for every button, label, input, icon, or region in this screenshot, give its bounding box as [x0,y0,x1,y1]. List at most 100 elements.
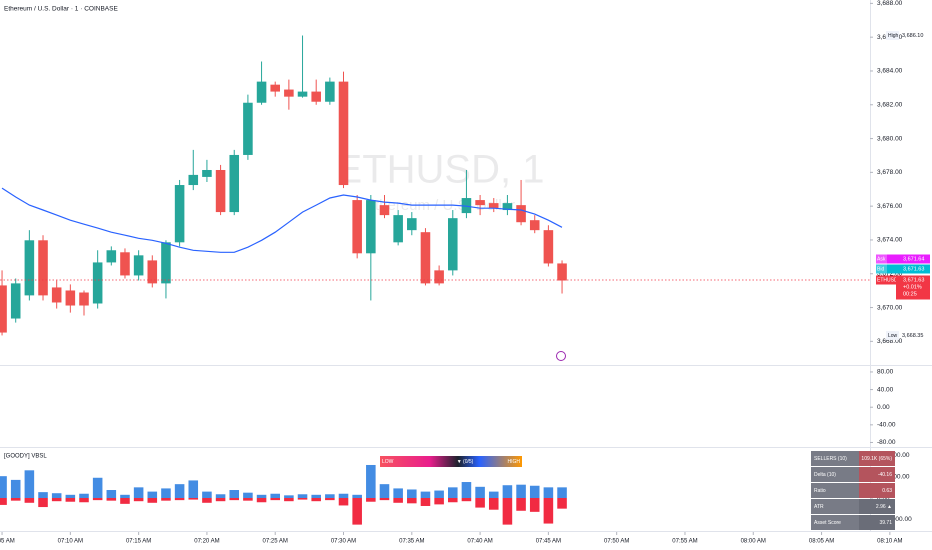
gauge-low: LOW [382,459,394,465]
volume-bar [120,497,130,504]
volume-bar [338,497,349,506]
volume-bar [256,494,267,498]
x-tick-label: 08:10 AM [877,539,902,545]
quote-name: Ask [877,256,886,262]
volume-bar [51,493,62,498]
candle-body [24,240,35,296]
x-tick-label: 07:45 AM [536,539,561,545]
marker-bg [886,30,899,40]
volume-bar [51,497,62,502]
volume-bar [174,497,185,501]
candle-body [51,287,62,303]
gauge-state: ▼ (0/5) [457,459,474,465]
quote-name: Bid [877,266,884,272]
volume-bar [393,488,403,498]
marker-name: Low [888,333,898,339]
volume-bar [461,497,472,502]
volume-bar [256,497,267,503]
candle-body [38,240,48,296]
table-cell [859,515,895,530]
candle-body [229,154,240,213]
candle-body [325,81,335,102]
y-tick-label: 3,668.00 [877,338,903,345]
x-tick-label: 07:05 AM [0,539,15,545]
volume-bar [475,486,485,498]
volume-bar [270,493,280,498]
volume-bar [0,476,7,498]
volume-bar [557,497,567,509]
volume-bar [529,485,540,498]
candle-body [256,81,267,103]
y-tick-label: 3,680.00 [877,135,903,142]
candle-body [161,242,171,284]
candle-body [106,250,117,263]
candle-body [448,218,458,271]
quote-name-bg [876,254,887,264]
volume-bar [10,479,21,498]
candle-body [243,102,253,155]
table-text: 39.71 [879,520,892,526]
table-text: -40.16 [878,472,892,478]
table-text: 109.1K (65%) [861,456,892,462]
last-price-change: +0.01% [903,284,922,290]
volume-bar [270,497,280,501]
volume-bar [92,477,103,498]
x-tick-label: 07:40 AM [467,539,492,545]
volume-bar [297,497,308,500]
volume-bar [352,494,362,498]
volume-bar [366,497,376,502]
x-tick-label: 07:35 AM [399,539,424,545]
volume-bar [407,489,417,498]
quote-value: 3,671.63 [903,266,924,272]
volume-bar [502,497,513,525]
volume-bar [10,497,21,501]
y-tick-label: 3,678.00 [877,169,903,176]
replay-icon[interactable] [556,351,566,361]
volume-bar [229,497,240,501]
volume-bar [133,497,144,502]
volume-bar [488,497,499,510]
y-tick-label: 3,672.00 [877,270,903,277]
candle-body [366,200,376,254]
quote-name-bg [876,264,887,274]
volume-bar [420,497,431,506]
candle-body [338,81,349,186]
volume-bar [502,485,513,498]
table-cell [811,499,859,514]
volume-bar [106,497,117,501]
volume-bar [133,487,144,498]
table-text: SELLERS (10) [814,456,847,462]
volume-bar [243,492,253,498]
volume-bar [379,497,390,501]
y-tick-label: 3,684.00 [877,68,903,75]
candle-body [488,203,499,209]
volume-bar [24,470,35,498]
x-tick-label: 08:05 AM [809,539,834,545]
candle-body [311,91,321,102]
x-tick-label: 07:15 AM [126,539,151,545]
volume-bar [243,497,253,501]
table-text: ATR [814,504,824,510]
volume-bar [284,497,294,502]
y-tick-label: 0.00 [877,404,890,411]
volume-bar [229,490,240,498]
candle-body [79,292,89,306]
x-tick-label: 07:50 AM [604,539,629,545]
volume-bar [488,491,499,498]
symbol-title: Ethereum / U.S. Dollar · 1 · COINBASE [4,6,118,13]
y-tick-label: 40.00 [877,386,894,393]
last-price-tag [896,275,930,300]
y-tick-label: 3,670.00 [877,304,903,311]
candle-body [529,220,540,231]
volume-bar [65,497,76,502]
table-text: Delta (10) [814,472,836,478]
table-cell [811,515,859,530]
x-tick-label: 07:10 AM [58,539,83,545]
gauge-high: HIGH [508,459,521,465]
volume-bar [0,497,7,505]
volume-bar [516,497,526,511]
y-tick-label: 3,682.00 [877,101,903,108]
volume-bar [38,497,48,508]
volume-bar [352,497,362,525]
